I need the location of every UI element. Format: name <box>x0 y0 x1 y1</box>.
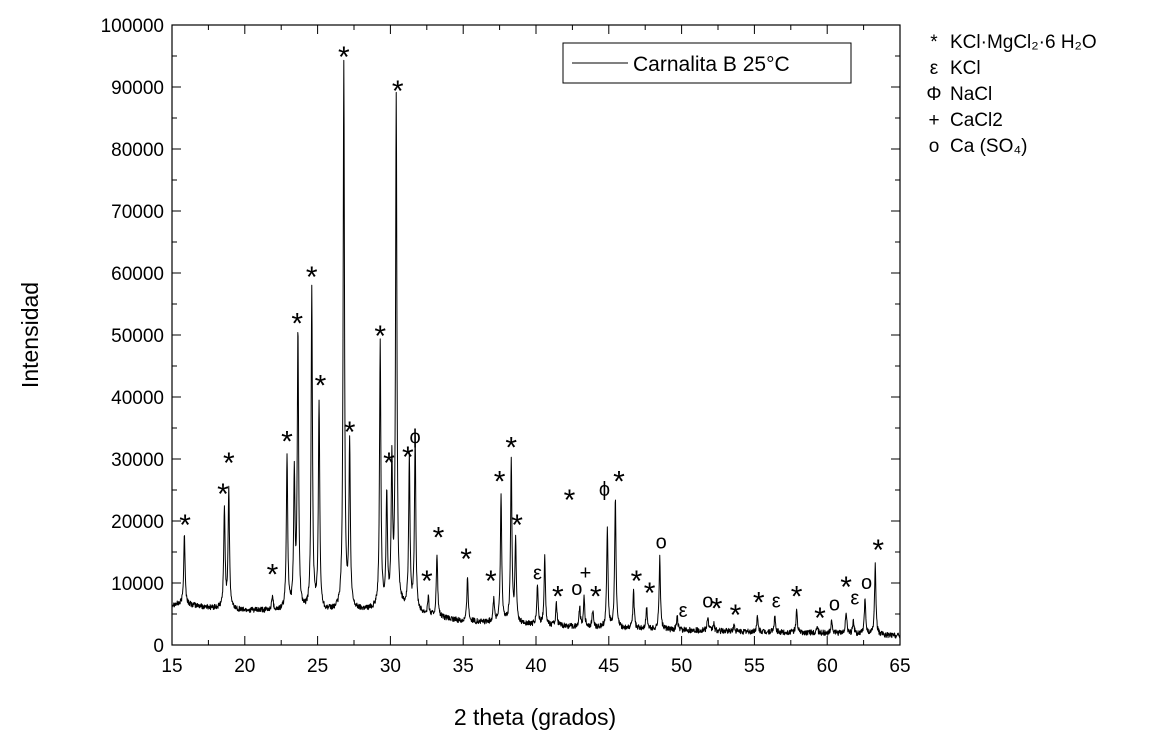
key-row-nacl: Φ NaCl <box>922 82 1157 108</box>
peak-annotation: * <box>291 308 303 341</box>
peak-annotation: * <box>564 484 576 517</box>
peak-annotation: * <box>872 534 884 567</box>
peak-annotation: ϕ <box>599 479 610 501</box>
peak-annotation: * <box>814 602 826 635</box>
x-axis-title: 2 theta (grados) <box>454 704 616 730</box>
key-label: KCl·MgCl₂·6 H₂O <box>950 32 1097 53</box>
axes-layer: 15 20 25 30 35 40 45 50 55 60 65 0 10000 20000 30000 40… <box>101 16 911 677</box>
x-tick-label: 35 <box>453 656 474 677</box>
key-row-carnallite: * KCl·MgCl₂·6 H₂O <box>922 30 1157 56</box>
key-label: CaCl2 <box>950 110 1003 131</box>
peak-annotation: * <box>730 599 742 632</box>
peak-annotation: * <box>338 41 350 74</box>
peak-annotation: * <box>753 587 765 620</box>
peak-annotation: * <box>644 577 656 610</box>
y-tick-label: 0 <box>153 636 164 657</box>
series-layer <box>171 59 901 639</box>
peak-annotation: * <box>402 441 414 474</box>
peak-annotation: * <box>383 447 395 480</box>
peak-annotation: * <box>590 580 602 613</box>
peak-annotation: * <box>344 416 356 449</box>
peak-annotation: ε <box>772 591 781 613</box>
peak-annotation: * <box>791 580 803 613</box>
peak-annotation: ε <box>533 563 542 585</box>
peak-annotation: * <box>631 565 643 598</box>
peak-annotation: * <box>511 509 523 542</box>
legend: Carnalita B 25°C <box>562 42 852 84</box>
phase-key: * KCl·MgCl₂·6 H₂O ε KCl Φ NaCl + CaCl2 o Ca (… <box>922 30 1157 160</box>
key-label: Ca (SO₄) <box>950 136 1028 157</box>
key-row-kcl: ε KCl <box>922 56 1157 82</box>
epsilon-symbol: ε <box>929 58 939 79</box>
peak-annotation: * <box>281 425 293 458</box>
key-row-cacl2: + CaCl2 <box>922 108 1157 134</box>
peak-annotation: * <box>306 261 318 294</box>
x-tick-label: 20 <box>234 656 255 677</box>
peak-annotation: * <box>179 509 191 542</box>
peak-annotation: o <box>656 532 667 554</box>
key-row-caso4: o Ca (SO₄) <box>922 134 1157 160</box>
peak-annotation: * <box>494 466 506 499</box>
x-tick-label: 40 <box>525 656 546 677</box>
y-tick-label: 50000 <box>111 326 164 347</box>
plot-background <box>172 25 900 645</box>
peak-annotation: * <box>315 370 327 403</box>
phi-symbol: Φ <box>926 84 942 105</box>
y-tick-label: 60000 <box>111 264 164 285</box>
peak-annotation: * <box>552 580 564 613</box>
y-tick-label: 30000 <box>111 450 164 471</box>
peak-annotation: o <box>702 591 713 613</box>
peak-annotation: ε <box>850 588 859 610</box>
x-tick-label: 25 <box>307 656 328 677</box>
peak-annotation: o <box>829 594 840 616</box>
y-tick-label: 80000 <box>111 140 164 161</box>
key-label: KCl <box>950 58 981 79</box>
peak-annotation: + <box>580 563 592 585</box>
x-tick-label: 50 <box>671 656 692 677</box>
peak-annotation: o <box>861 572 872 594</box>
key-label: NaCl <box>950 84 993 105</box>
peak-annotation: ϕ <box>410 426 421 448</box>
peak-annotation: * <box>711 593 723 626</box>
y-tick-label: 100000 <box>101 16 164 37</box>
peak-annotation: * <box>840 571 852 604</box>
peak-annotation: * <box>505 432 517 465</box>
y-tick-label: 90000 <box>111 78 164 99</box>
peak-annotation: * <box>374 320 386 353</box>
peak-annotation: * <box>392 75 404 108</box>
peak-annotation: * <box>613 466 625 499</box>
peak-annotation: * <box>217 478 229 511</box>
y-tick-label: 20000 <box>111 512 164 533</box>
x-tick-label: 30 <box>380 656 401 677</box>
x-tick-label: 15 <box>161 656 182 677</box>
asterisk-symbol: * <box>930 32 938 53</box>
y-tick-label: 70000 <box>111 202 164 223</box>
peak-annotation: * <box>433 521 445 554</box>
plus-symbol: + <box>928 110 940 131</box>
x-tick-label: 60 <box>817 656 838 677</box>
peak-annotation: * <box>223 447 235 480</box>
y-tick-label: 10000 <box>111 574 164 595</box>
peak-annotation: ε <box>679 600 688 622</box>
peak-annotation: * <box>460 543 472 576</box>
legend-label: Carnalita B 25°C <box>633 53 790 76</box>
x-tick-label: 55 <box>744 656 765 677</box>
y-axis-title: Intensidad <box>17 282 43 388</box>
x-tick-label: 65 <box>889 656 910 677</box>
plot-area <box>172 25 900 645</box>
x-tick-label: 45 <box>598 656 619 677</box>
y-tick-label: 40000 <box>111 388 164 409</box>
circle-symbol: o <box>928 136 940 157</box>
peak-annotation: o <box>571 578 582 600</box>
annotation-layer: **************ϕ*******ε* o+** ϕ ** *oε o* * * ε *… <box>179 41 884 635</box>
peak-annotation: * <box>485 565 497 598</box>
series-line-carnalita-b <box>171 59 901 639</box>
peak-annotation: * <box>421 565 433 598</box>
peak-annotation: * <box>267 559 279 592</box>
